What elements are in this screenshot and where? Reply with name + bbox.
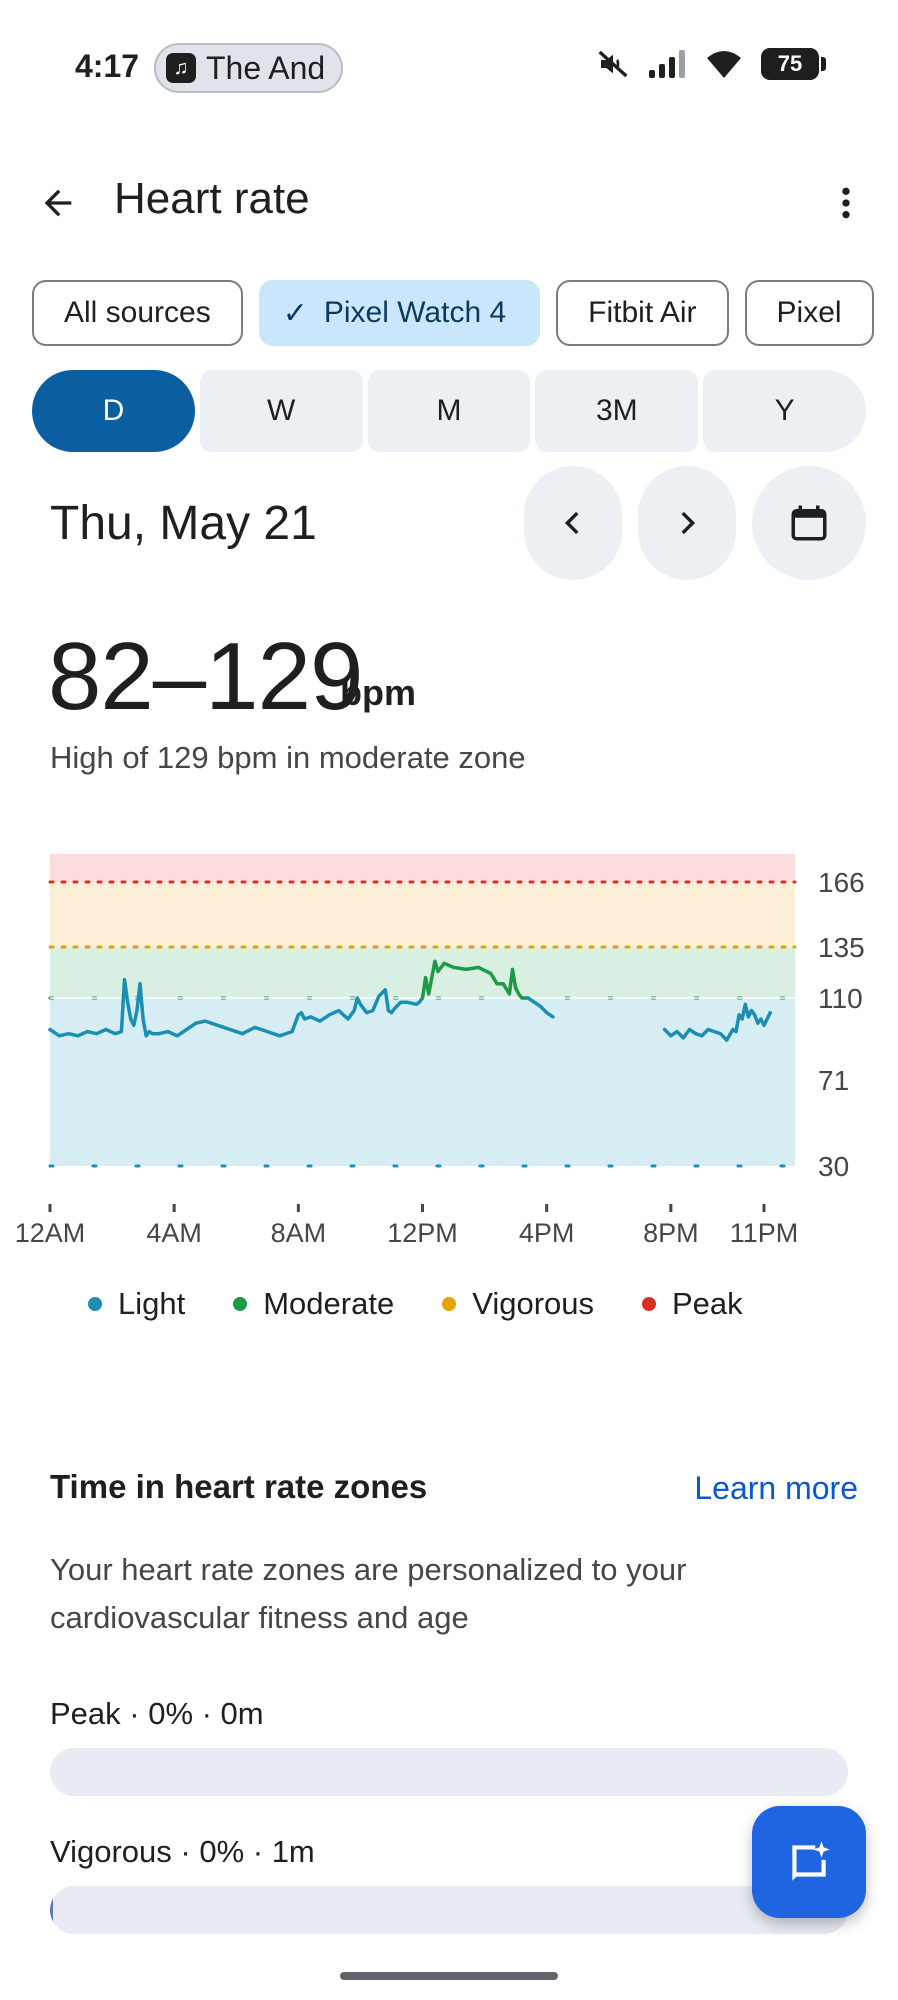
zone-label-peak: Peak · 0% · 0m (50, 1696, 264, 1731)
chip-label: Pixel (776, 296, 842, 329)
legend-vigorous: Vigorous (442, 1286, 594, 1322)
x-tick-label: 12PM (387, 1218, 458, 1248)
x-tick-label: 4PM (519, 1218, 575, 1248)
calendar-icon (791, 505, 827, 541)
heart-rate-line-segment-3 (526, 996, 555, 1019)
legend-label: Moderate (263, 1286, 395, 1321)
chip-label: Pixel Watch 4 (323, 296, 507, 329)
legend-dot (88, 1297, 102, 1311)
zones-description: Your heart rate zones are personalized t… (50, 1552, 687, 1635)
x-tick-label: 11PM (730, 1218, 799, 1248)
chat-sparkle-icon (792, 1841, 830, 1881)
chip-label: Fitbit Air (588, 296, 697, 329)
heart-rate-chart[interactable]: 166 135 110 71 30 12AM 4AM 8AM 12PM 4PM 8PM 11PM (0, 840, 898, 1260)
status-bar: 4:17 ♫ The And 75 (0, 0, 898, 130)
y-tick-label: 166 (818, 867, 865, 898)
period-3-months[interactable]: 3M (535, 370, 699, 452)
y-tick-label: 71 (818, 1065, 849, 1096)
heart-rate-line-segment-4 (662, 1002, 772, 1042)
x-tick-label: 4AM (146, 1218, 202, 1248)
chip-pixel[interactable]: Pixel (744, 280, 874, 346)
heart-rate-line-segment-1 (48, 977, 425, 1038)
chart-legend: Light Moderate Vigorous Peak (88, 1286, 743, 1322)
legend-dot (642, 1297, 656, 1311)
x-tick-label: 12AM (15, 1218, 86, 1248)
page-title: Heart rate (114, 174, 310, 223)
chevron-left-icon (564, 511, 579, 535)
y-tick-label: 135 (818, 932, 865, 963)
arrow-back-icon (44, 189, 72, 217)
date-label: Thu, May 21 (50, 497, 317, 550)
chip-fitbit-air[interactable]: Fitbit Air (556, 280, 729, 346)
zone-band-vigorous (50, 882, 795, 947)
wifi-icon (707, 51, 741, 78)
y-tick-label: 110 (818, 983, 863, 1014)
heart-rate-line-segment-2 (420, 959, 530, 1000)
legend-label: Vigorous (472, 1286, 594, 1321)
legend-dot (233, 1297, 248, 1311)
zone-band-peak (50, 854, 795, 882)
x-tick-label: 8AM (271, 1218, 327, 1248)
zone-band-light (50, 998, 795, 1166)
chip-pixel-watch-4[interactable]: ✓ Pixel Watch 4 (258, 280, 541, 346)
zone-fill (50, 1886, 54, 1934)
back-button[interactable] (30, 175, 86, 231)
previous-day-button[interactable] (524, 466, 622, 580)
legend-moderate: Moderate (233, 1286, 394, 1322)
media-pill[interactable]: ♫ The And (154, 43, 344, 93)
period-year[interactable]: Y (703, 370, 866, 452)
legend-light: Light (88, 1286, 185, 1322)
zones-section-title: Time in heart rate zones (50, 1468, 428, 1505)
source-chips: All sources ✓ Pixel Watch 4 Fitbit Air P… (32, 280, 874, 346)
learn-more-link[interactable]: Learn more (694, 1470, 858, 1506)
check-icon: ✓ (282, 296, 308, 330)
legend-label: Light (118, 1286, 186, 1321)
chip-label: All sources (64, 296, 211, 329)
mute-icon (598, 50, 628, 78)
next-day-button[interactable] (638, 466, 736, 580)
home-indicator[interactable] (340, 1972, 558, 1980)
zone-bar-peak (50, 1748, 848, 1796)
media-label: The And (206, 49, 326, 86)
status-time: 4:17 (75, 48, 140, 84)
zone-label-vigorous: Vigorous · 0% · 1m (50, 1834, 315, 1869)
ask-assistant-button[interactable] (752, 1806, 866, 1918)
app-header: Heart rate (0, 160, 898, 240)
calendar-button[interactable] (752, 466, 866, 580)
heart-rate-subtitle: High of 129 bpm in moderate zone (50, 740, 526, 775)
period-day[interactable]: D (32, 370, 195, 452)
heart-rate-range: 82–129 (48, 623, 363, 730)
zone-bar-vigorous (50, 1886, 848, 1934)
period-selector: D W M 3M Y (32, 370, 866, 452)
period-month[interactable]: M (367, 370, 531, 452)
battery-icon: 75 (761, 48, 826, 80)
chip-all-sources[interactable]: All sources (32, 280, 243, 346)
battery-level: 75 (761, 48, 819, 80)
y-tick-label: 30 (818, 1151, 849, 1182)
more-vert-icon (842, 187, 850, 219)
legend-peak: Peak (642, 1286, 743, 1322)
heart-rate-unit: bpm (340, 672, 416, 713)
signal-icon (649, 50, 685, 78)
chevron-right-icon (681, 511, 696, 535)
more-options-button[interactable] (818, 175, 874, 231)
music-note-icon: ♫ (166, 53, 196, 83)
legend-label: Peak (672, 1286, 743, 1321)
period-week[interactable]: W (199, 370, 363, 452)
legend-dot (442, 1297, 457, 1311)
status-icons: 75 (597, 48, 826, 80)
x-tick-label: 8PM (643, 1218, 699, 1248)
